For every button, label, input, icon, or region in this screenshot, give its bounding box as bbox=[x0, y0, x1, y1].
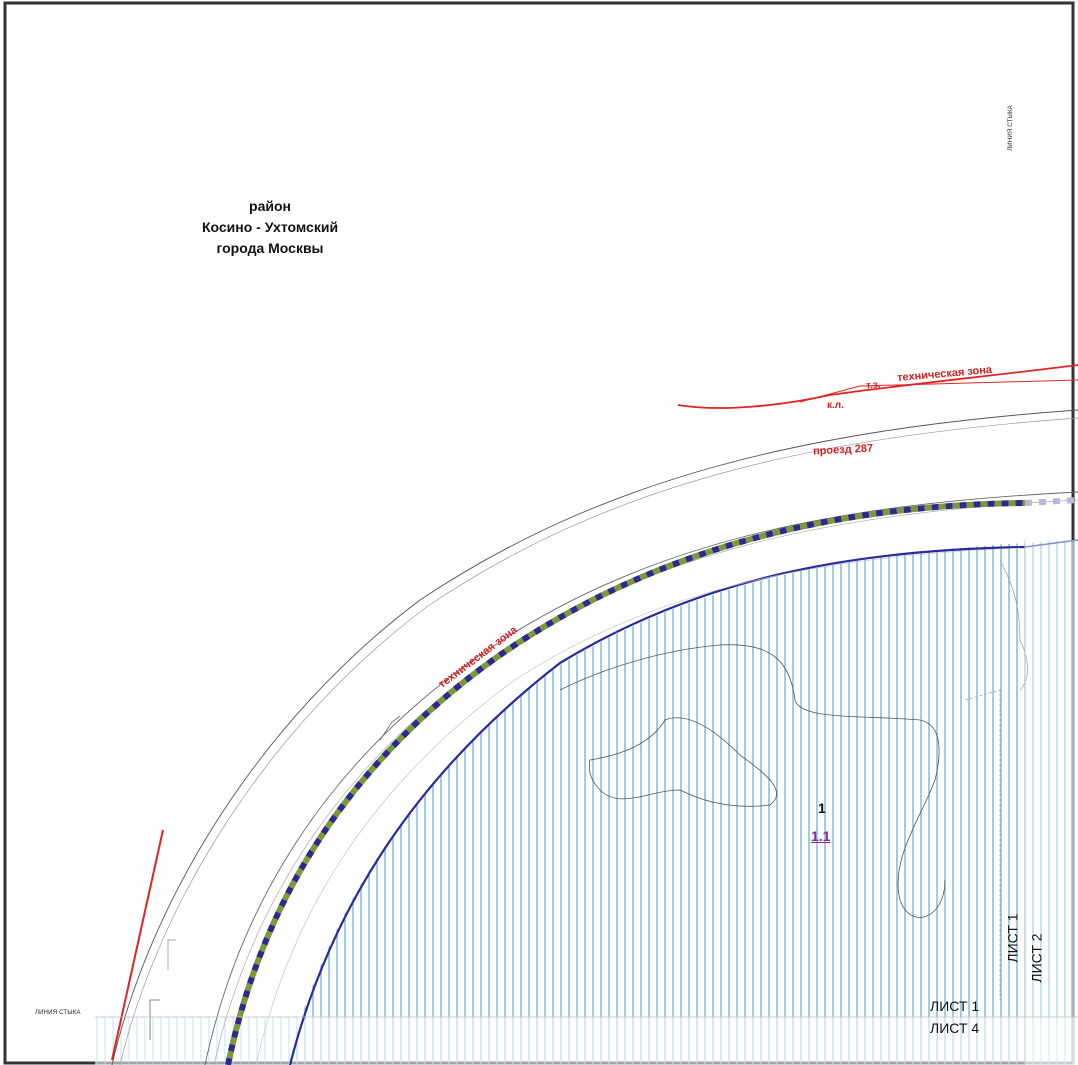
parcel-subnumber: 1.1 bbox=[811, 828, 831, 844]
district-line-3: города Москвы bbox=[216, 240, 324, 256]
sheet-2-vertical-label: ЛИСТ 2 bbox=[1028, 933, 1045, 983]
sheet-4-horizontal-label: ЛИСТ 4 bbox=[930, 1020, 980, 1036]
road-edge-outer bbox=[111, 409, 1078, 1065]
tz-label: т.з. bbox=[865, 379, 881, 392]
feature-outline-2 bbox=[588, 717, 777, 807]
dashed-boundary bbox=[225, 500, 1026, 1065]
junction-label-top-right: ЛИНИЯ СТЫКА bbox=[1007, 105, 1014, 151]
right-band bbox=[1025, 540, 1078, 1065]
parcel-zone bbox=[287, 540, 1078, 1065]
boundary-line bbox=[288, 545, 1026, 1065]
red-line-left bbox=[111, 829, 164, 1061]
feature-outline-1 bbox=[559, 644, 946, 918]
sheet-1-vertical-label: ЛИСТ 1 bbox=[1004, 913, 1021, 963]
district-line-1: район bbox=[249, 198, 291, 214]
kl-label: к.л. bbox=[827, 400, 844, 411]
district-caption: район Косино - Ухтомский города Москвы bbox=[150, 196, 390, 259]
district-line-2: Косино - Ухтомский bbox=[201, 219, 339, 235]
sheet-1-horizontal-label: ЛИСТ 1 bbox=[930, 998, 980, 1014]
red-line-top bbox=[677, 364, 1078, 409]
parcel-number: 1 bbox=[818, 800, 826, 816]
junction-label-left: ЛИНИЯ СТЫКА bbox=[35, 1010, 81, 1016]
